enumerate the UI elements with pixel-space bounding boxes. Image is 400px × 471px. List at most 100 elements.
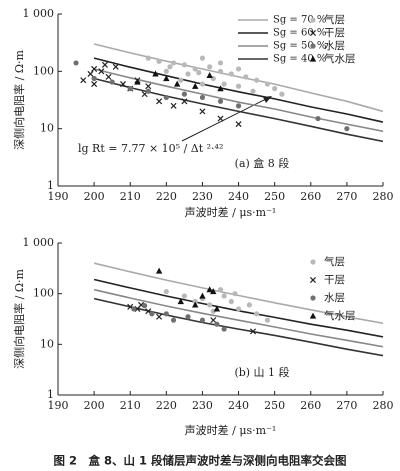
y-tick-label: 100 bbox=[33, 287, 54, 300]
data-point bbox=[235, 121, 242, 128]
data-point bbox=[272, 85, 278, 92]
legend-label: 气层 bbox=[324, 13, 345, 26]
panel-title: (a) 盒 8 段 bbox=[235, 156, 290, 170]
data-point bbox=[119, 81, 127, 88]
data-point bbox=[221, 293, 227, 299]
saturation-curve bbox=[93, 297, 384, 357]
data-point bbox=[181, 98, 188, 105]
x-tick-label: 190 bbox=[48, 190, 69, 203]
data-point bbox=[207, 302, 213, 308]
y-tick-label: 1 bbox=[47, 388, 54, 401]
data-point bbox=[199, 94, 206, 101]
data-point bbox=[145, 83, 152, 90]
data-point bbox=[145, 88, 151, 94]
data-point bbox=[250, 88, 256, 94]
data-point bbox=[87, 70, 94, 77]
data-point bbox=[206, 286, 213, 293]
data-point bbox=[246, 302, 252, 308]
saturation-curve bbox=[93, 57, 384, 123]
data-point bbox=[170, 60, 177, 66]
x-tick-label: 250 bbox=[264, 190, 285, 203]
x-tick-label: 200 bbox=[84, 399, 105, 412]
data-point bbox=[163, 94, 169, 101]
data-point bbox=[134, 78, 141, 85]
annotation-arrow bbox=[181, 97, 269, 142]
x-tick-label: 230 bbox=[192, 399, 213, 412]
data-point bbox=[152, 70, 159, 77]
saturation-curve bbox=[93, 262, 384, 325]
data-point bbox=[91, 65, 98, 72]
x-axis-label: 声波时差 / μs·m⁻¹ bbox=[185, 423, 277, 437]
legend-marker bbox=[309, 276, 317, 284]
data-point bbox=[173, 80, 181, 87]
data-point bbox=[214, 321, 220, 327]
data-point bbox=[155, 267, 163, 274]
y-tick-label: 100 bbox=[33, 64, 54, 77]
legend-marker bbox=[310, 295, 316, 301]
data-point bbox=[192, 82, 199, 89]
legend-label: 水层 bbox=[324, 40, 345, 52]
y-tick-label: 1 000 bbox=[23, 7, 55, 20]
data-point bbox=[181, 293, 187, 299]
saturation-curve bbox=[93, 288, 384, 348]
data-point bbox=[109, 79, 115, 85]
legend-label: Sg = 40 % bbox=[273, 54, 326, 65]
chart-panel: 1 10 100 1 000 190 200 210 220 230 240 250 260 270 28… bbox=[12, 7, 394, 219]
data-point bbox=[207, 64, 213, 70]
data-point bbox=[149, 311, 155, 317]
data-point bbox=[163, 288, 169, 295]
data-point bbox=[217, 60, 224, 66]
data-point bbox=[235, 103, 242, 109]
x-tick-label: 270 bbox=[336, 190, 357, 203]
data-point bbox=[185, 71, 191, 77]
data-point bbox=[235, 66, 242, 72]
saturation-curve bbox=[93, 68, 384, 133]
data-point bbox=[98, 68, 105, 75]
y-tick-label: 10 bbox=[40, 122, 54, 135]
panel-title: (b) 山 1 段 bbox=[234, 365, 289, 379]
x-tick-label: 220 bbox=[156, 190, 177, 203]
x-tick-label: 210 bbox=[120, 399, 141, 412]
data-point bbox=[206, 71, 213, 78]
data-point bbox=[217, 98, 224, 104]
data-point bbox=[170, 102, 177, 109]
data-point bbox=[192, 301, 199, 308]
data-point bbox=[235, 306, 242, 312]
legend-label: 水层 bbox=[324, 292, 345, 304]
x-tick-label: 210 bbox=[120, 190, 141, 203]
x-tick-label: 200 bbox=[84, 190, 105, 203]
data-point bbox=[80, 77, 87, 84]
data-point bbox=[264, 81, 271, 87]
data-point bbox=[177, 298, 184, 305]
data-point bbox=[217, 115, 224, 122]
x-tick-label: 240 bbox=[228, 190, 249, 203]
data-point bbox=[264, 317, 271, 323]
figure-caption: 图 2 盒 8、山 1 段储层声波时差与深侧向电阻率交会图 bbox=[53, 454, 346, 468]
saturation-curve bbox=[93, 43, 384, 113]
x-tick-label: 220 bbox=[156, 399, 177, 412]
x-tick-label: 190 bbox=[48, 399, 69, 412]
data-point bbox=[192, 66, 198, 72]
chart-panel: 1 10 100 1 000 190 200 210 220 230 240 250 260 270 28… bbox=[12, 236, 394, 437]
legend-marker bbox=[309, 312, 317, 319]
data-point bbox=[101, 61, 108, 68]
data-point bbox=[199, 55, 206, 61]
data-point bbox=[163, 68, 169, 74]
data-point bbox=[185, 314, 191, 320]
data-point bbox=[210, 317, 217, 324]
x-axis-label: 声波时差 / μs·m⁻¹ bbox=[185, 205, 277, 219]
data-point bbox=[181, 91, 187, 97]
legend-marker bbox=[309, 55, 317, 62]
data-point bbox=[112, 63, 119, 70]
legend-label: 气层 bbox=[324, 255, 345, 268]
data-point bbox=[228, 298, 234, 305]
data-point bbox=[217, 68, 224, 74]
data-point bbox=[210, 288, 217, 295]
x-tick-label: 280 bbox=[373, 399, 394, 412]
data-point bbox=[178, 77, 184, 83]
data-point bbox=[105, 73, 112, 80]
data-point bbox=[243, 74, 249, 80]
legend-marker bbox=[310, 259, 316, 265]
data-point bbox=[156, 58, 162, 64]
